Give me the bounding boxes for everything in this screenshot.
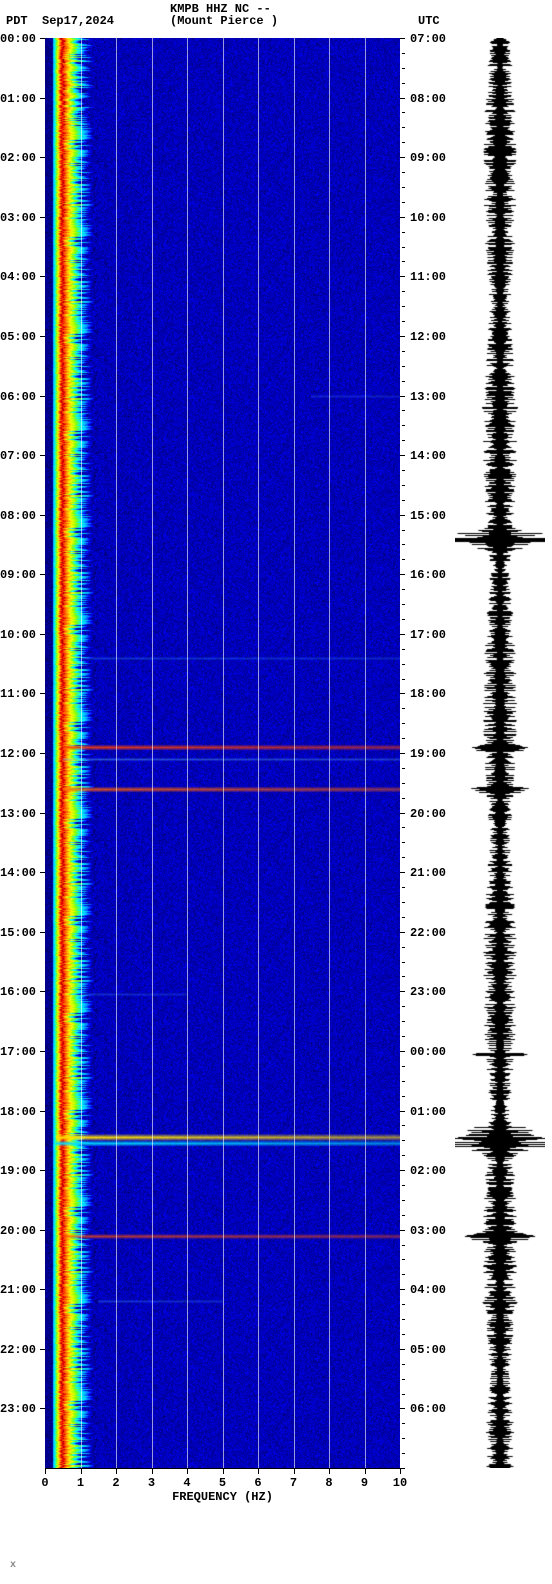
utc-hour-label: 20:00	[410, 807, 460, 821]
pdt-hour-label: 22:00	[0, 1343, 45, 1357]
utc-hour-label: 18:00	[410, 687, 460, 701]
footer-mark: x	[10, 1560, 16, 1571]
utc-hour-label: 06:00	[410, 1402, 460, 1416]
pdt-hour-label: 17:00	[0, 1045, 45, 1059]
x-tick-label: 6	[248, 1476, 268, 1490]
pdt-hour-label: 15:00	[0, 926, 45, 940]
utc-hour-label: 23:00	[410, 985, 460, 999]
pdt-hour-label: 23:00	[0, 1402, 45, 1416]
x-tick-label: 3	[142, 1476, 162, 1490]
pdt-hour-label: 18:00	[0, 1105, 45, 1119]
x-tick-label: 0	[35, 1476, 55, 1490]
utc-hour-label: 13:00	[410, 390, 460, 404]
utc-hour-label: 00:00	[410, 1045, 460, 1059]
x-axis: 012345678910 FREQUENCY (HZ)	[45, 1468, 400, 1508]
pdt-hour-label: 03:00	[0, 211, 45, 225]
pdt-hour-label: 16:00	[0, 985, 45, 999]
utc-hour-label: 11:00	[410, 270, 460, 284]
utc-hour-label: 14:00	[410, 449, 460, 463]
pdt-hour-label: 20:00	[0, 1224, 45, 1238]
utc-hour-label: 05:00	[410, 1343, 460, 1357]
utc-hour-label: 03:00	[410, 1224, 460, 1238]
x-tick-label: 8	[319, 1476, 339, 1490]
pdt-hour-label: 01:00	[0, 92, 45, 106]
utc-hour-label: 21:00	[410, 866, 460, 880]
y-axis-left-labels: 00:0001:0002:0003:0004:0005:0006:0007:00…	[0, 38, 45, 1468]
pdt-hour-label: 12:00	[0, 747, 45, 761]
pdt-hour-label: 09:00	[0, 568, 45, 582]
utc-hour-label: 04:00	[410, 1283, 460, 1297]
x-tick-label: 10	[390, 1476, 410, 1490]
utc-hour-label: 17:00	[410, 628, 460, 642]
x-tick-label: 5	[213, 1476, 233, 1490]
pdt-hour-label: 02:00	[0, 151, 45, 165]
x-tick-label: 9	[355, 1476, 375, 1490]
x-tick-label: 2	[106, 1476, 126, 1490]
pdt-hour-label: 13:00	[0, 807, 45, 821]
date-label: Sep17,2024	[42, 14, 114, 28]
pdt-hour-label: 05:00	[0, 330, 45, 344]
utc-hour-label: 08:00	[410, 92, 460, 106]
utc-hour-label: 01:00	[410, 1105, 460, 1119]
pdt-hour-label: 06:00	[0, 390, 45, 404]
x-tick-label: 7	[284, 1476, 304, 1490]
utc-hour-label: 15:00	[410, 509, 460, 523]
pdt-hour-label: 11:00	[0, 687, 45, 701]
pdt-hour-label: 21:00	[0, 1283, 45, 1297]
pdt-hour-label: 10:00	[0, 628, 45, 642]
utc-hour-label: 07:00	[410, 32, 460, 46]
y-axis-right-labels: 07:0008:0009:0010:0011:0012:0013:0014:00…	[410, 38, 450, 1468]
pdt-hour-label: 14:00	[0, 866, 45, 880]
utc-hour-label: 19:00	[410, 747, 460, 761]
pdt-hour-label: 04:00	[0, 270, 45, 284]
pdt-hour-label: 07:00	[0, 449, 45, 463]
x-tick-label: 4	[177, 1476, 197, 1490]
tz-right-label: UTC	[418, 14, 440, 28]
x-axis-title: FREQUENCY (HZ)	[45, 1490, 400, 1504]
location-label: (Mount Pierce )	[170, 14, 278, 28]
seismogram-waveform	[455, 38, 545, 1468]
utc-hour-label: 02:00	[410, 1164, 460, 1178]
spectrogram-plot	[45, 38, 400, 1468]
pdt-hour-label: 00:00	[0, 32, 45, 46]
tz-left-label: PDT	[6, 14, 28, 28]
utc-hour-label: 16:00	[410, 568, 460, 582]
pdt-hour-label: 08:00	[0, 509, 45, 523]
pdt-hour-label: 19:00	[0, 1164, 45, 1178]
utc-hour-label: 12:00	[410, 330, 460, 344]
utc-hour-label: 22:00	[410, 926, 460, 940]
utc-hour-label: 10:00	[410, 211, 460, 225]
utc-hour-label: 09:00	[410, 151, 460, 165]
x-tick-label: 1	[71, 1476, 91, 1490]
